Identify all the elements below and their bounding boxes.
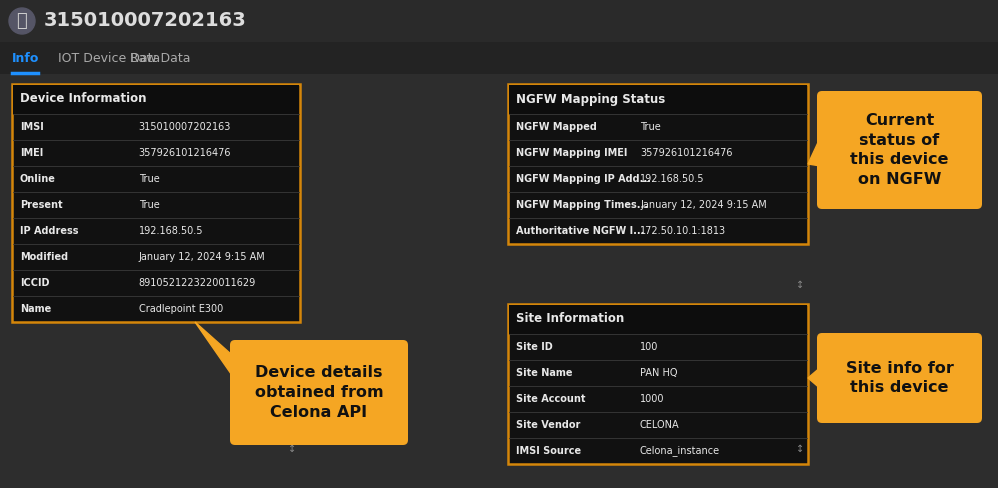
FancyBboxPatch shape <box>509 305 807 334</box>
Text: 357926101216476: 357926101216476 <box>640 148 733 158</box>
Text: January 12, 2024 9:15 AM: January 12, 2024 9:15 AM <box>139 252 265 262</box>
Text: True: True <box>139 200 160 210</box>
Text: Present: Present <box>20 200 63 210</box>
Text: Celona_instance: Celona_instance <box>640 446 721 456</box>
Text: Raw Data: Raw Data <box>130 52 191 64</box>
Text: Site Account: Site Account <box>516 394 586 404</box>
Text: Site Name: Site Name <box>516 368 573 378</box>
Text: 8910521223220011629: 8910521223220011629 <box>139 278 255 288</box>
Text: IP Address: IP Address <box>20 226 79 236</box>
Text: January 12, 2024 9:15 AM: January 12, 2024 9:15 AM <box>640 200 766 210</box>
FancyBboxPatch shape <box>0 74 998 488</box>
FancyBboxPatch shape <box>0 42 998 74</box>
Polygon shape <box>195 322 327 440</box>
Text: Cradlepoint E300: Cradlepoint E300 <box>139 304 223 314</box>
Text: 1000: 1000 <box>640 394 665 404</box>
Text: CELONA: CELONA <box>640 420 680 430</box>
Text: Device Information: Device Information <box>20 93 147 105</box>
Text: 100: 100 <box>640 342 659 352</box>
Text: NGFW Mapping Status: NGFW Mapping Status <box>516 93 666 105</box>
Text: 192.168.50.5: 192.168.50.5 <box>139 226 204 236</box>
Text: ↕: ↕ <box>795 280 804 290</box>
Text: 357926101216476: 357926101216476 <box>139 148 232 158</box>
Text: Authoritative NGFW I...: Authoritative NGFW I... <box>516 226 645 236</box>
Text: Online: Online <box>20 174 56 184</box>
Text: Site Information: Site Information <box>516 312 625 325</box>
Text: True: True <box>139 174 160 184</box>
Text: Device details
obtained from
Celona API: Device details obtained from Celona API <box>254 365 383 420</box>
Text: PAN HQ: PAN HQ <box>640 368 678 378</box>
Text: 315010007202163: 315010007202163 <box>44 12 247 30</box>
Text: Site ID: Site ID <box>516 342 553 352</box>
Text: IOT Device Data: IOT Device Data <box>58 52 161 64</box>
FancyBboxPatch shape <box>13 85 299 114</box>
Text: ↕: ↕ <box>795 444 804 454</box>
Text: 172.50.10.1:1813: 172.50.10.1:1813 <box>640 226 727 236</box>
Text: Current
status of
this device
on NGFW: Current status of this device on NGFW <box>850 113 949 187</box>
Text: NGFW Mapping Times...: NGFW Mapping Times... <box>516 200 648 210</box>
Text: NGFW Mapping IMEI: NGFW Mapping IMEI <box>516 148 628 158</box>
Polygon shape <box>808 134 822 166</box>
Text: IMSI Source: IMSI Source <box>516 446 581 456</box>
FancyBboxPatch shape <box>230 340 408 445</box>
Text: 315010007202163: 315010007202163 <box>139 122 232 132</box>
FancyBboxPatch shape <box>508 84 808 244</box>
Text: IMSI: IMSI <box>20 122 44 132</box>
Text: Info: Info <box>12 52 39 64</box>
FancyBboxPatch shape <box>817 333 982 423</box>
Text: Site Vendor: Site Vendor <box>516 420 581 430</box>
Text: Name: Name <box>20 304 51 314</box>
FancyBboxPatch shape <box>0 0 998 42</box>
FancyBboxPatch shape <box>508 304 808 464</box>
Text: ↕: ↕ <box>287 444 296 454</box>
Polygon shape <box>808 366 822 390</box>
FancyBboxPatch shape <box>817 91 982 209</box>
Text: Ⓢ: Ⓢ <box>17 12 27 30</box>
FancyBboxPatch shape <box>12 84 300 322</box>
Text: 192.168.50.5: 192.168.50.5 <box>640 174 705 184</box>
Text: True: True <box>640 122 661 132</box>
FancyBboxPatch shape <box>509 85 807 114</box>
Text: Modified: Modified <box>20 252 68 262</box>
Text: ICCID: ICCID <box>20 278 50 288</box>
Text: Site info for
this device: Site info for this device <box>845 361 953 395</box>
Text: NGFW Mapped: NGFW Mapped <box>516 122 597 132</box>
Text: IMEI: IMEI <box>20 148 43 158</box>
Circle shape <box>9 8 35 34</box>
Text: NGFW Mapping IP Add...: NGFW Mapping IP Add... <box>516 174 651 184</box>
